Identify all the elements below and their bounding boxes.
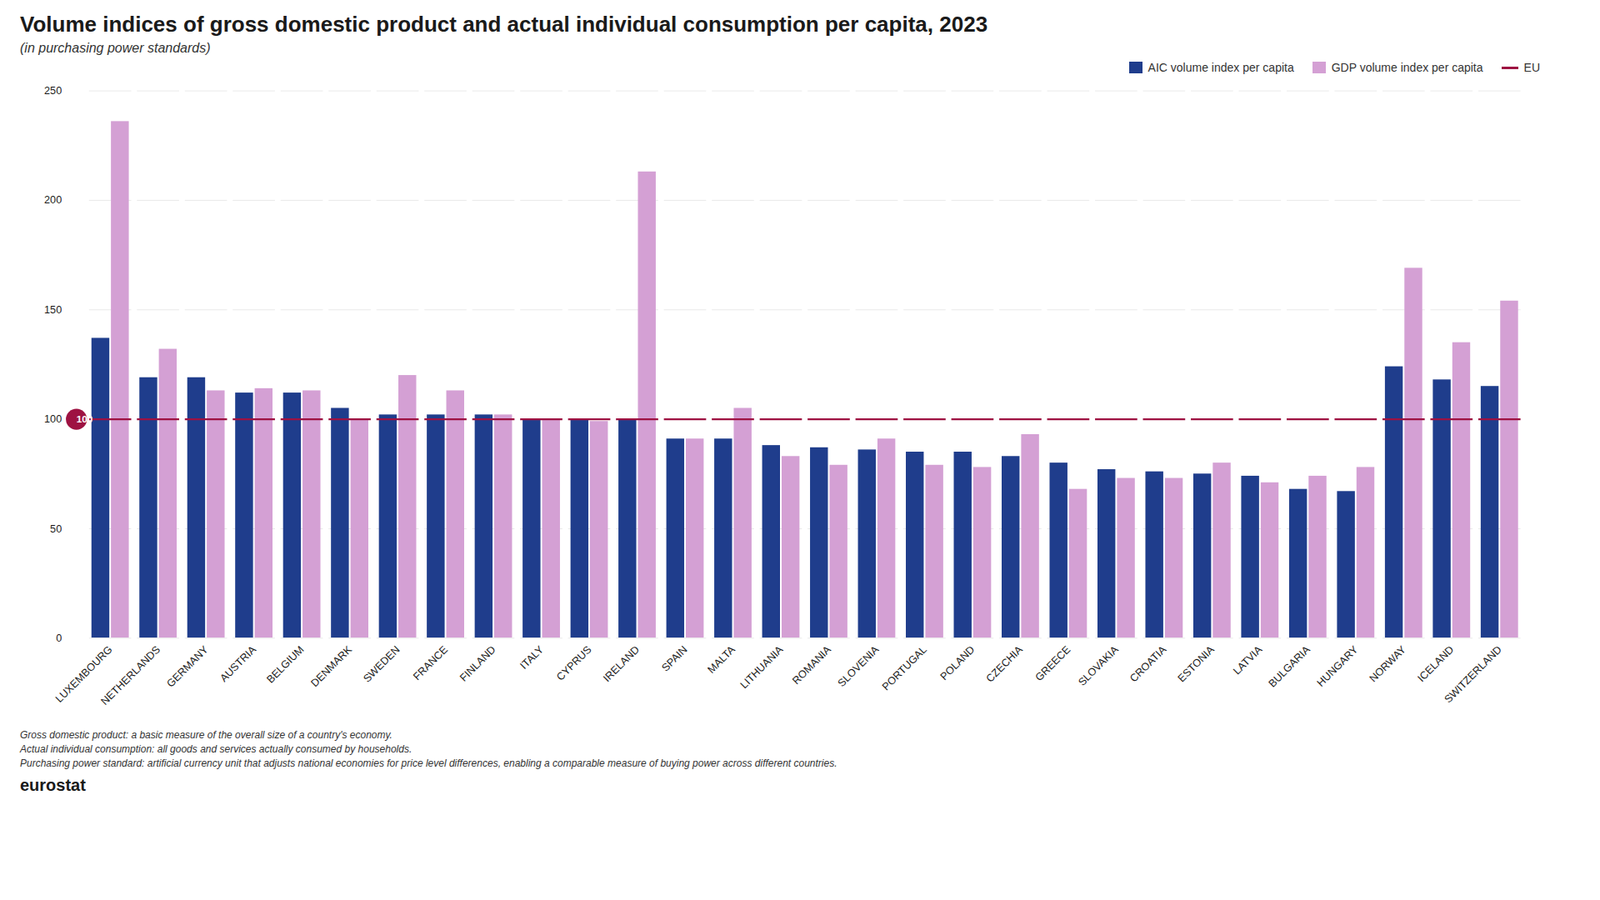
svg-text:FINLAND: FINLAND: [457, 643, 498, 684]
svg-text:MALTA: MALTA: [705, 643, 739, 676]
svg-text:CROATIA: CROATIA: [1127, 643, 1169, 685]
svg-text:100: 100: [44, 413, 62, 425]
svg-text:200: 200: [44, 194, 62, 206]
svg-text:50: 50: [50, 523, 62, 535]
html-text:AIC volume index per capita: AIC volume index per capita: [1148, 60, 1294, 75]
svg-text:SWITZERLAND: SWITZERLAND: [1442, 643, 1505, 705]
svg-text:100: 100: [76, 413, 94, 425]
svg-text:LUXEMBOURG: LUXEMBOURG: [53, 643, 115, 705]
html-text:(in purchasing power standards: (in purchasing power standards): [20, 40, 211, 55]
svg-text:CYPRUS: CYPRUS: [554, 643, 594, 683]
html-text:Actual individual consumption:: Actual individual consumption: all goods…: [20, 743, 412, 756]
svg-text:GREECE: GREECE: [1033, 643, 1074, 684]
svg-text:AUSTRIA: AUSTRIA: [217, 643, 259, 685]
html-text:GDP volume index per capita: GDP volume index per capita: [1331, 60, 1483, 75]
svg-text:ESTONIA: ESTONIA: [1175, 643, 1217, 685]
html-text:EU: EU: [1523, 60, 1540, 75]
svg-text:0: 0: [55, 632, 62, 645]
svg-text:GERMANY: GERMANY: [164, 643, 211, 690]
svg-text:SWEDEN: SWEDEN: [360, 643, 402, 685]
html-text:eurostat: eurostat: [20, 776, 86, 795]
html-text:Volume indices of gross domest: Volume indices of gross domestic product…: [20, 11, 988, 37]
svg-text:250: 250: [44, 85, 62, 97]
svg-text:LITHUANIA: LITHUANIA: [738, 643, 786, 691]
svg-text:150: 150: [44, 304, 62, 316]
svg-text:NORWAY: NORWAY: [1367, 643, 1409, 685]
html-text:Gross domestic product: a basi: Gross domestic product: a basic measure …: [20, 729, 393, 742]
svg-text:LATVIA: LATVIA: [1230, 643, 1265, 677]
svg-text:POLAND: POLAND: [938, 643, 978, 683]
svg-text:BULGARIA: BULGARIA: [1266, 643, 1314, 690]
svg-text:ITALY: ITALY: [518, 643, 547, 672]
svg-text:IRELAND: IRELAND: [600, 643, 642, 685]
html-text:Purchasing power standard: art: Purchasing power standard: artificial cu…: [20, 757, 838, 770]
svg-text:ROMANIA: ROMANIA: [790, 643, 834, 687]
svg-text:FRANCE: FRANCE: [410, 643, 450, 683]
svg-text:CZECHIA: CZECHIA: [984, 643, 1026, 685]
svg-text:ICELAND: ICELAND: [1415, 643, 1457, 685]
svg-text:SLOVAKIA: SLOVAKIA: [1075, 643, 1121, 689]
svg-text:BELGIUM: BELGIUM: [264, 643, 306, 685]
svg-text:HUNGARY: HUNGARY: [1315, 643, 1361, 690]
svg-text:SPAIN: SPAIN: [659, 643, 690, 674]
svg-text:DENMARK: DENMARK: [308, 643, 355, 690]
svg-text:NETHERLANDS: NETHERLANDS: [99, 643, 164, 708]
svg-text:SLOVENIA: SLOVENIA: [835, 643, 882, 690]
svg-text:PORTUGAL: PORTUGAL: [880, 643, 930, 693]
